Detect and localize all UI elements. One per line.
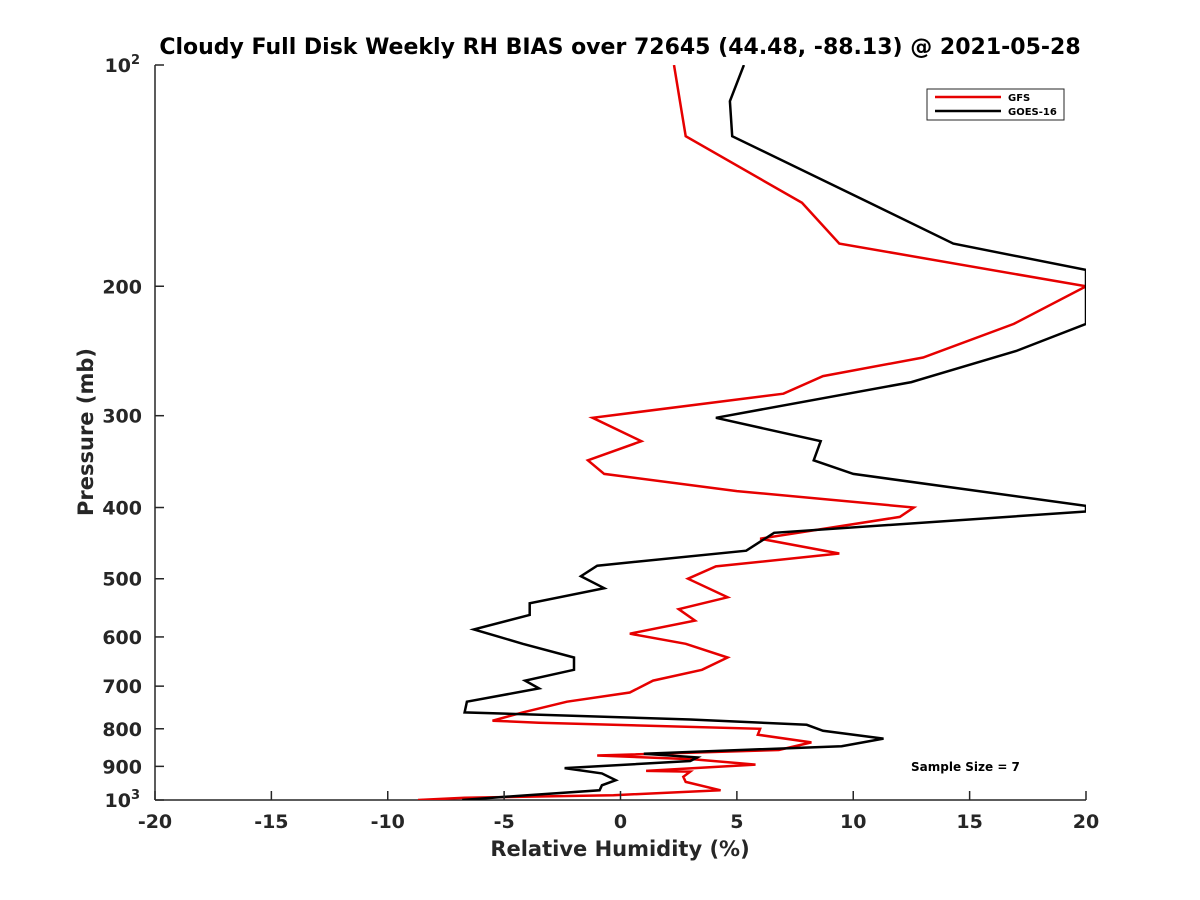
y-tick-label: 400 — [102, 498, 142, 520]
y-tick-label: 300 — [102, 406, 142, 428]
y-tick-label: 500 — [102, 569, 142, 591]
x-tick-label: 0 — [614, 811, 627, 833]
x-tick-label: 10 — [840, 811, 866, 833]
y-tick-label-exponent: 3 — [131, 788, 140, 803]
y-tick-label: 600 — [102, 627, 142, 649]
series-layer — [417, 65, 1086, 800]
y-tick-label-base: 10 — [105, 55, 131, 77]
legend: GFS GOES-16 — [926, 88, 1065, 121]
series-line-goes16 — [462, 65, 1086, 800]
chart-title: Cloudy Full Disk Weekly RH BIAS over 726… — [159, 35, 1080, 60]
plot-area — [154, 65, 1086, 801]
x-tick-label: -20 — [138, 811, 172, 833]
y-tick-label: 10 2 — [105, 53, 141, 77]
x-tick-label: 5 — [730, 811, 743, 833]
y-tick-label: 200 — [102, 276, 142, 298]
legend-label-goes16: GOES-16 — [1008, 107, 1057, 118]
y-tick-label: 800 — [102, 719, 142, 741]
y-tick-label-base: 10 — [105, 790, 131, 812]
x-axis-title: Relative Humidity (%) — [490, 837, 749, 861]
x-tick-label: 15 — [956, 811, 982, 833]
y-tick-label-exponent: 2 — [131, 53, 140, 68]
legend-box — [926, 88, 1065, 121]
y-tick-label: 10 3 — [105, 788, 141, 812]
x-tick-label: -5 — [494, 811, 515, 833]
x-tick-label: 20 — [1073, 811, 1099, 833]
y-tick-label: 900 — [102, 756, 142, 778]
series-line-gfs — [417, 65, 1086, 800]
legend-label-gfs: GFS — [1008, 93, 1030, 104]
x-axis-ticks: -20 -15 -10 -5 0 5 10 15 20 — [138, 791, 1099, 833]
x-tick-label: -15 — [254, 811, 288, 833]
y-axis-title: Pressure (mb) — [74, 348, 98, 516]
x-tick-label: -10 — [371, 811, 405, 833]
sample-size-annotation: Sample Size = 7 — [911, 760, 1020, 774]
y-tick-label: 700 — [102, 676, 142, 698]
